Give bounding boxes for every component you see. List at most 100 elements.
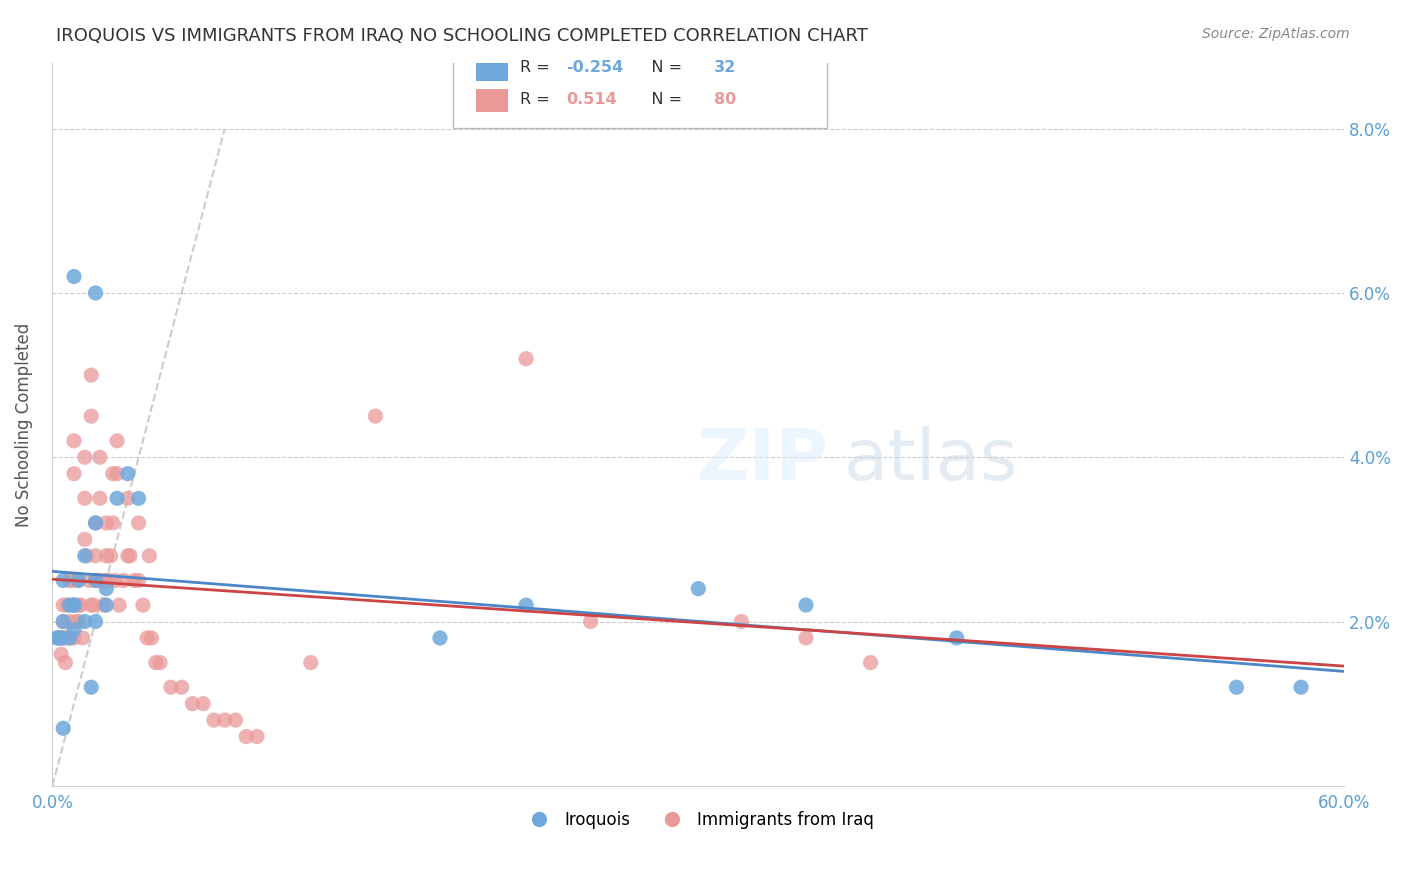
Point bbox=[124, 574, 146, 588]
Point bbox=[101, 516, 124, 530]
Point bbox=[96, 582, 118, 596]
Text: ZIP: ZIP bbox=[697, 426, 830, 495]
Point bbox=[80, 409, 103, 424]
Point bbox=[52, 721, 75, 735]
Point bbox=[96, 549, 118, 563]
Text: 32: 32 bbox=[714, 60, 737, 75]
Point bbox=[80, 680, 103, 694]
Point bbox=[145, 656, 167, 670]
Point bbox=[84, 516, 107, 530]
Point bbox=[100, 549, 122, 563]
Point bbox=[84, 516, 107, 530]
Point bbox=[859, 656, 882, 670]
Point bbox=[105, 434, 128, 448]
Point bbox=[65, 615, 87, 629]
Point bbox=[63, 598, 86, 612]
Point bbox=[138, 549, 160, 563]
Point bbox=[364, 409, 387, 424]
Point bbox=[945, 631, 967, 645]
Point bbox=[59, 615, 82, 629]
Point bbox=[55, 656, 77, 670]
Point bbox=[84, 574, 107, 588]
Point bbox=[77, 574, 100, 588]
Text: atlas: atlas bbox=[844, 426, 1018, 495]
Point bbox=[89, 450, 111, 465]
Point bbox=[515, 598, 537, 612]
Point bbox=[104, 574, 127, 588]
Point bbox=[63, 631, 86, 645]
Point bbox=[132, 598, 155, 612]
Point bbox=[191, 697, 214, 711]
Point bbox=[45, 631, 67, 645]
Text: N =: N = bbox=[637, 92, 688, 107]
Point bbox=[84, 285, 107, 300]
Point bbox=[48, 631, 70, 645]
Point bbox=[73, 615, 96, 629]
Point bbox=[101, 467, 124, 481]
FancyBboxPatch shape bbox=[477, 89, 509, 112]
Point bbox=[160, 680, 183, 694]
Point bbox=[52, 574, 75, 588]
Point bbox=[52, 615, 75, 629]
Point bbox=[59, 631, 82, 645]
Point bbox=[136, 631, 159, 645]
Point bbox=[52, 615, 75, 629]
Point bbox=[84, 549, 107, 563]
Point bbox=[688, 582, 710, 596]
Point bbox=[73, 549, 96, 563]
Point bbox=[84, 615, 107, 629]
Point bbox=[72, 631, 94, 645]
Point bbox=[1225, 680, 1247, 694]
Point bbox=[96, 516, 118, 530]
Point bbox=[117, 491, 139, 506]
Point bbox=[170, 680, 193, 694]
Point bbox=[60, 574, 83, 588]
Point bbox=[49, 631, 72, 645]
Point bbox=[429, 631, 451, 645]
Point bbox=[67, 615, 90, 629]
Text: R =: R = bbox=[520, 92, 555, 107]
Point bbox=[84, 574, 107, 588]
Point bbox=[246, 730, 269, 744]
Point bbox=[97, 574, 120, 588]
Point bbox=[73, 491, 96, 506]
Point bbox=[794, 598, 817, 612]
Point bbox=[117, 549, 139, 563]
Point bbox=[149, 656, 172, 670]
Point bbox=[63, 269, 86, 284]
Point bbox=[80, 598, 103, 612]
Point bbox=[202, 713, 225, 727]
Point bbox=[86, 574, 108, 588]
Point bbox=[63, 598, 86, 612]
Point bbox=[76, 549, 98, 563]
Point bbox=[128, 516, 150, 530]
Point bbox=[730, 615, 752, 629]
Point bbox=[112, 574, 135, 588]
Text: Source: ZipAtlas.com: Source: ZipAtlas.com bbox=[1202, 27, 1350, 41]
Point bbox=[105, 467, 128, 481]
Point bbox=[128, 574, 150, 588]
Point bbox=[141, 631, 163, 645]
Point bbox=[63, 434, 86, 448]
Text: 80: 80 bbox=[714, 92, 737, 107]
Point bbox=[1289, 680, 1312, 694]
Point bbox=[63, 623, 86, 637]
Point bbox=[52, 631, 75, 645]
Point bbox=[794, 631, 817, 645]
Point bbox=[96, 574, 118, 588]
Point bbox=[224, 713, 246, 727]
Point bbox=[52, 598, 75, 612]
Point bbox=[214, 713, 236, 727]
Point bbox=[80, 368, 103, 383]
Point bbox=[89, 491, 111, 506]
Point bbox=[105, 491, 128, 506]
Point bbox=[299, 656, 322, 670]
Point bbox=[73, 533, 96, 547]
Point bbox=[235, 730, 257, 744]
Point bbox=[118, 549, 141, 563]
Point bbox=[67, 574, 90, 588]
Point bbox=[73, 450, 96, 465]
Text: R =: R = bbox=[520, 60, 555, 75]
Point bbox=[93, 598, 115, 612]
Point bbox=[63, 598, 86, 612]
